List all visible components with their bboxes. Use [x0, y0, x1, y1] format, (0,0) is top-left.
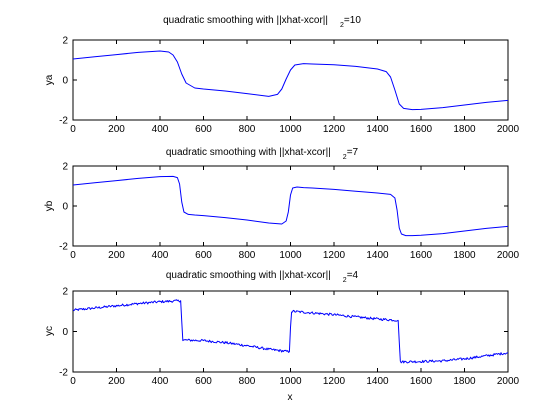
x-tick-label: 200: [108, 250, 125, 261]
x-tick-label: 1600: [410, 376, 433, 387]
y-tick-label: 2: [62, 162, 68, 173]
x-tick-label: 1200: [323, 124, 346, 135]
x-tick-label: 1400: [366, 376, 389, 387]
subplot-b-ticks: 0 200 400 600 800 1000 1200 1400 1600 1800 2000-20…: [59, 162, 519, 262]
subplot-b: quadratic smoothing with ||xhat-xcor|| 2=…: [44, 147, 520, 261]
subplot-a-ticks: 0 200 400 600 800 1000 1200 1400 1600 1800 2000-20…: [59, 36, 519, 136]
y-tick-label: -2: [59, 368, 68, 379]
subplot-c-ticks: 0 200 400 600 800 1000 1200 1400 1600 1800 2000-20…: [59, 287, 519, 388]
subplot-c: quadratic smoothing with ||xhat-xcor|| 2=…: [44, 270, 520, 403]
x-tick-label: 2000: [497, 376, 520, 387]
x-tick-label: 200: [108, 376, 125, 387]
x-tick-label: 1200: [323, 376, 346, 387]
y-tick-label: 2: [62, 36, 68, 47]
subplot-c-xlabel: x: [288, 392, 293, 403]
subplot-b-series: [73, 175, 508, 237]
subplot-c-ylabel: yc: [44, 326, 55, 336]
subplot-a-title: quadratic smoothing with ||xhat-xcor|| 2=…: [163, 15, 361, 29]
x-tick-label: 1400: [366, 124, 389, 135]
x-tick-label: 800: [239, 376, 256, 387]
y-tick-label: 2: [62, 287, 68, 298]
series-line: [73, 175, 508, 237]
x-tick-label: 1600: [410, 124, 433, 135]
x-tick-label: 600: [195, 376, 212, 387]
x-tick-label: 1000: [279, 250, 302, 261]
subplot-b-ylabel: yb: [44, 200, 55, 211]
x-tick-label: 200: [108, 124, 125, 135]
x-tick-label: 800: [239, 124, 256, 135]
x-tick-label: 2000: [497, 250, 520, 261]
subplot-a-ylabel: ya: [44, 74, 55, 85]
x-tick-label: 0: [70, 124, 76, 135]
subplot-c-series: [73, 299, 508, 364]
x-tick-label: 2000: [497, 124, 520, 135]
x-tick-label: 400: [152, 376, 169, 387]
y-tick-label: 0: [62, 76, 68, 87]
subplot-c-title: quadratic smoothing with ||xhat-xcor|| 2=…: [166, 270, 359, 284]
subplot-b-title: quadratic smoothing with ||xhat-xcor|| 2=…: [166, 147, 359, 161]
y-tick-label: -2: [59, 116, 68, 127]
subplot-a: quadratic smoothing with ||xhat-xcor|| 2=…: [44, 15, 520, 135]
series-line: [73, 50, 508, 111]
x-tick-label: 600: [195, 250, 212, 261]
x-tick-label: 1800: [453, 376, 476, 387]
x-tick-label: 1800: [453, 250, 476, 261]
y-tick-label: -2: [59, 242, 68, 253]
x-tick-label: 1000: [279, 376, 302, 387]
x-tick-label: 600: [195, 124, 212, 135]
subplot-a-series: [73, 50, 508, 111]
x-tick-label: 800: [239, 250, 256, 261]
y-tick-label: 0: [62, 327, 68, 338]
series-line: [73, 299, 508, 364]
y-tick-label: 0: [62, 202, 68, 213]
x-tick-label: 1200: [323, 250, 346, 261]
x-tick-label: 0: [70, 376, 76, 387]
x-tick-label: 0: [70, 250, 76, 261]
x-tick-label: 400: [152, 124, 169, 135]
x-tick-label: 1000: [279, 124, 302, 135]
x-tick-label: 400: [152, 250, 169, 261]
x-tick-label: 1600: [410, 250, 433, 261]
x-tick-label: 1800: [453, 124, 476, 135]
x-tick-label: 1400: [366, 250, 389, 261]
subplot-a-axes-box: [72, 39, 509, 121]
